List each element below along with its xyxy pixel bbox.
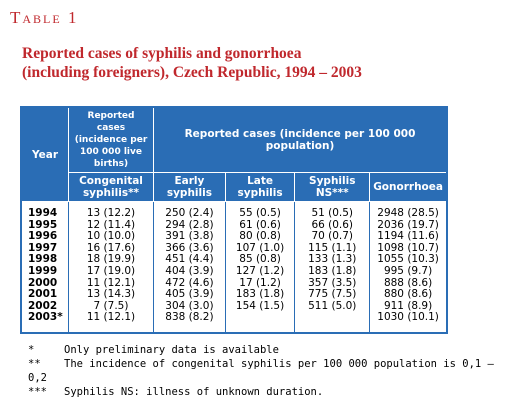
footnotes: * Only preliminary data is available ** The… (28, 343, 505, 399)
column-header: Syphilis NS*** (294, 172, 371, 202)
data-cell: 12 (11.4) (68, 219, 154, 232)
data-cell: 17 (19.0) (68, 265, 154, 278)
data-cell: 294 (2.8) (153, 219, 226, 232)
data-cell: 51 (0.5) (294, 201, 370, 220)
year-cell: 2002 (28, 299, 58, 312)
data-cell: 11 (12.1) (68, 312, 154, 333)
footnote: *** Syphilis NS: illness of unknown durat… (28, 385, 505, 399)
group-header: Reported cases (incidence per 100 000 li… (68, 106, 154, 173)
data-cell: 11 (12.1) (68, 277, 154, 290)
data-cell: 357 (3.5) (294, 277, 370, 290)
footnote-marker: * (28, 344, 35, 356)
data-cell: 13 (12.2) (68, 201, 154, 220)
footnote-text: The incidence of congenital syphilis per… (28, 358, 494, 384)
footnote-text: Syphilis NS: illness of unknown duration… (64, 386, 324, 398)
table-label: Table 1 (10, 8, 79, 27)
title-line: (including foreigners), Czech Republic, … (22, 64, 362, 81)
table-row: 1995 12 (11.4) 294 (2.8) 61 (0.6) 66 (0.6) 20… (21, 218, 447, 232)
data-cell: 107 (1.0) (224, 242, 295, 255)
data-cell: 18 (19.9) (68, 254, 154, 266)
data-cell: 7 (7.5) (68, 300, 154, 313)
data-cell: 1030 (10.1) (369, 312, 447, 333)
table-row: 2000 11 (12.1) 472 (4.6) 17 (1.2) 357 (3.5) 8… (21, 276, 447, 290)
footnote-text: Only preliminary data is available (64, 344, 279, 356)
data-cell: 995 (9.7) (369, 265, 447, 278)
year-cell: 2003* (28, 311, 63, 324)
data-cell: 16 (17.6) (68, 242, 154, 255)
data-cell: 10 (10.0) (68, 231, 154, 243)
data-cell: 1098 (10.7) (369, 242, 447, 255)
data-cell (294, 312, 370, 333)
data-cell: 115 (1.1) (294, 242, 370, 255)
table-row: 2001 13 (14.3) 405 (3.9) 183 (1.8) 775 (7.5)… (21, 289, 447, 301)
footnote: ** The incidence of congenital syphilis p… (28, 357, 505, 385)
data-cell: 472 (4.6) (153, 277, 226, 290)
data-cell: 183 (1.8) (224, 289, 295, 301)
data-cell (224, 312, 295, 333)
data-cell: 1055 (10.3) (369, 254, 447, 266)
data-cell: 127 (1.2) (224, 265, 295, 278)
data-cell: 61 (0.6) (224, 219, 295, 232)
data-cell: 183 (1.8) (294, 265, 370, 278)
year-cell: 1998 (28, 253, 58, 266)
data-cell: 133 (1.3) (294, 254, 370, 266)
data-cell: 911 (8.9) (369, 300, 447, 313)
table-row: 1994 13 (12.2) 250 (2.4) 55 (0.5) 51 (0.5) 29… (21, 201, 447, 220)
column-header: Early syphilis (153, 172, 226, 202)
data-table: Year Reported cases (incidence per 100 0… (20, 106, 448, 334)
footnote-marker: ** (28, 358, 41, 370)
table-row: 1999 17 (19.0) 404 (3.9) 127 (1.2) 183 (1.8)… (21, 264, 447, 278)
data-cell: 511 (5.0) (294, 300, 370, 313)
data-cell: 366 (3.6) (153, 242, 226, 255)
year-cell: 1997 (28, 241, 58, 254)
column-header: Congenital syphilis** (68, 172, 154, 202)
data-cell: 304 (3.0) (153, 300, 226, 313)
footnote-marker: *** (28, 386, 47, 398)
data-cell: 80 (0.8) (224, 231, 295, 243)
table-row: 1998 18 (19.9) 451 (4.4) 85 (0.8) 133 (1.3) 1… (21, 254, 447, 266)
data-cell: 1194 (11.6) (369, 231, 447, 243)
year-cell: 2001 (28, 288, 58, 301)
year-cell: 1994 (28, 207, 58, 219)
column-header: Gonorrhoea (369, 172, 448, 202)
data-cell: 888 (8.6) (369, 277, 447, 290)
title-line: Reported cases of syphilis and gonorrhoe… (22, 45, 302, 62)
data-cell: 17 (1.2) (224, 277, 295, 290)
year-cell: 1996 (28, 230, 58, 243)
table-row: 1997 16 (17.6) 366 (3.6) 107 (1.0) 115 (1.1)… (21, 241, 447, 255)
data-cell: 55 (0.5) (224, 201, 295, 220)
data-cell: 391 (3.8) (153, 231, 226, 243)
data-cell: 2036 (19.7) (369, 219, 447, 232)
year-cell: 1995 (28, 218, 58, 231)
data-cell: 66 (0.6) (294, 219, 370, 232)
table-row: 1996 10 (10.0) 391 (3.8) 80 (0.8) 70 (0.7) 11… (21, 231, 447, 243)
data-cell: 775 (7.5) (294, 289, 370, 301)
data-cell: 250 (2.4) (153, 201, 226, 220)
data-cell: 85 (0.8) (224, 254, 295, 266)
data-cell: 838 (8.2) (153, 312, 226, 333)
data-cell: 405 (3.9) (153, 289, 226, 301)
data-cell: 880 (8.6) (369, 289, 447, 301)
data-cell: 451 (4.4) (153, 254, 226, 266)
year-cell: 1999 (28, 264, 58, 277)
data-cell: 154 (1.5) (224, 300, 295, 313)
column-header: Late syphilis (224, 172, 296, 202)
footnote: * Only preliminary data is available (28, 343, 505, 357)
data-cell: 404 (3.9) (153, 265, 226, 278)
table-row: 2003* 11 (12.1) 838 (8.2) 1030 (10.1) (21, 312, 447, 333)
table-row: 2002 7 (7.5) 304 (3.0) 154 (1.5) 511 (5.0) 91… (21, 299, 447, 313)
year-cell: 2000 (28, 276, 58, 289)
year-header: Year (20, 106, 69, 202)
data-cell: 2948 (28.5) (369, 201, 447, 220)
data-cell: 13 (14.3) (68, 289, 154, 301)
table-title: Reported cases of syphilis and gonorrhoe… (22, 44, 362, 82)
group-header: Reported cases (incidence per 100 000 po… (153, 106, 448, 173)
data-cell: 70 (0.7) (294, 231, 370, 243)
